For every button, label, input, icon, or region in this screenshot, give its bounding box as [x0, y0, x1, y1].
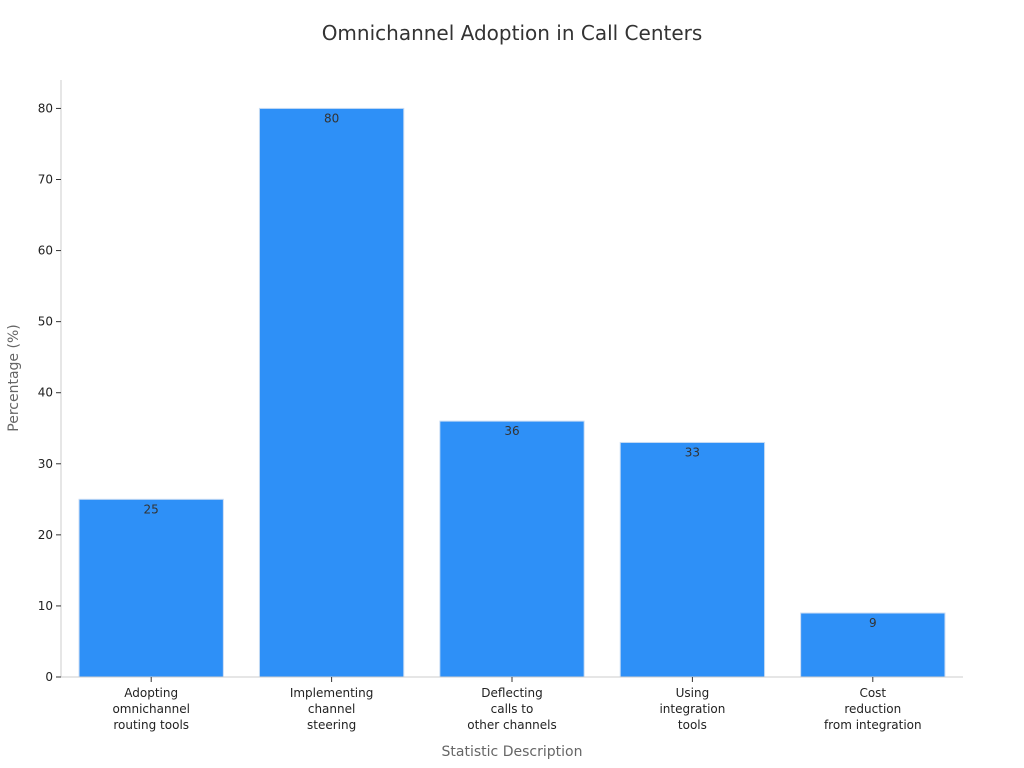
x-tick-label: Implementing channel steering — [290, 686, 374, 732]
x-axis-label: Statistic Description — [442, 744, 583, 760]
x-tick-label-line: channel — [308, 702, 355, 716]
y-tick-label: 20 — [38, 528, 53, 542]
x-tick-label: Adopting omnichannel routing tools — [112, 686, 189, 732]
y-tick-label: 60 — [38, 244, 53, 258]
bar — [439, 420, 585, 678]
x-tick-label-line: calls to — [491, 702, 534, 716]
x-tick-label-line: Using — [676, 686, 710, 700]
bar — [800, 612, 946, 678]
x-tick-label-line: tools — [678, 718, 707, 732]
y-tick-label: 40 — [38, 386, 53, 400]
data-label: 33 — [685, 445, 700, 459]
x-tick-label-line: routing tools — [113, 718, 189, 732]
x-tick-label-line: other channels — [467, 718, 557, 732]
y-tick-label: 10 — [38, 599, 53, 613]
bar — [78, 498, 224, 678]
x-tick-label-line: steering — [307, 718, 356, 732]
x-axis: Adopting omnichannel routing tools Implemen… — [61, 676, 963, 732]
x-tick-label-line: Cost — [859, 686, 886, 700]
x-tick-label-line: reduction — [844, 702, 901, 716]
x-tick-label-line: omnichannel — [112, 702, 189, 716]
y-tick-label: 80 — [38, 101, 53, 115]
bar — [619, 441, 766, 678]
x-tick-label-line: from integration — [824, 718, 922, 732]
y-tick-label: 50 — [38, 315, 53, 329]
x-tick-label: Cost reduction from integration — [824, 686, 922, 732]
x-tick-label-line: integration — [659, 702, 725, 716]
y-axis-label: Percentage (%) — [6, 324, 22, 431]
data-labels-group: 25 80 36 33 9 — [144, 111, 877, 630]
x-tick-label-line: Implementing — [290, 686, 374, 700]
x-tick-label: Deflecting calls to other channels — [467, 686, 557, 732]
x-tick-label-line: Deflecting — [481, 686, 542, 700]
data-label: 36 — [504, 424, 519, 438]
data-label: 25 — [144, 502, 159, 516]
y-tick-label: 30 — [38, 457, 53, 471]
data-label: 80 — [324, 111, 339, 125]
bar — [258, 107, 405, 678]
y-tick-label: 0 — [45, 670, 53, 684]
bars-group — [78, 107, 946, 678]
data-label: 9 — [869, 616, 877, 630]
x-tick-label-line: Adopting — [124, 686, 178, 700]
x-tick-label: Using integration tools — [659, 686, 725, 732]
y-tick-label: 70 — [38, 173, 53, 187]
chart-title: Omnichannel Adoption in Call Centers — [322, 21, 703, 45]
y-axis: 0 10 20 30 40 50 60 70 80 — [38, 80, 62, 684]
